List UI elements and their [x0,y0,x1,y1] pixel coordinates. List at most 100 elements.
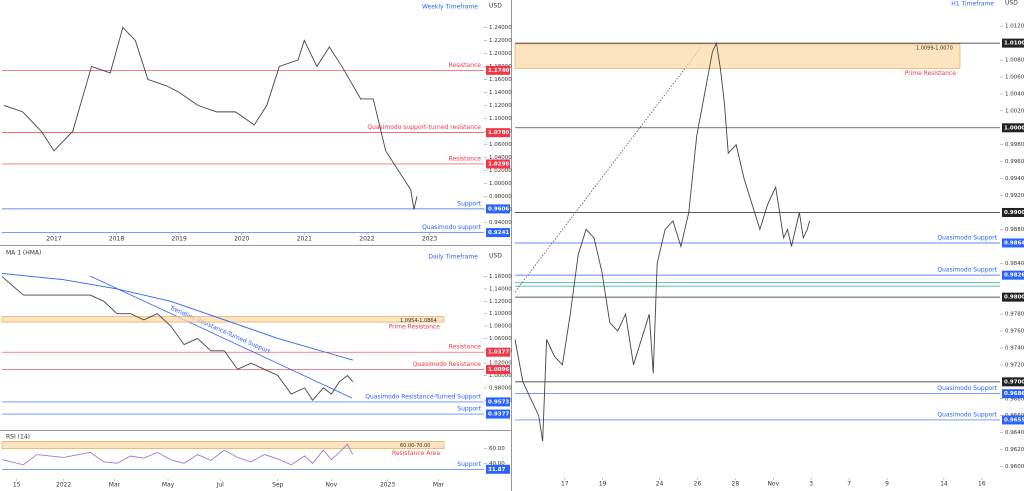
level-tag-label: 1.01000 [1004,41,1024,47]
legend: MA 1 (HMA) [6,250,41,257]
trendline [514,45,703,293]
y-tick-label: 0.94000 [489,220,512,226]
y-tick-label: 1.00000 [489,181,512,187]
y-tick-label: 0.98000 [489,194,512,200]
y-tick-label: 1.16000 [489,274,512,280]
level-tag [1002,389,1024,399]
y-tick-label: 1.06000 [489,142,512,148]
level-tag [486,409,510,419]
zone [1,441,445,449]
level-tag-label: 1.0096 [488,367,509,373]
y-tick-label: 1.20000 [489,51,512,57]
x-tick-label: May [162,482,175,489]
level-tag-label: 0.97000 [1004,379,1024,385]
level-tag-label: 1.0780 [488,130,509,136]
x-tick-label: Jul [216,482,225,489]
level-tag [486,204,510,214]
level-tag [1002,123,1024,133]
y-tick-label: 1.14000 [489,286,512,292]
price-line [1,273,353,361]
level-tag-label: 0.9241 [488,230,509,236]
level-tag [1002,377,1024,387]
level-tag [486,464,510,474]
price-line [3,26,418,210]
y-tick-label: 1.22000 [489,38,512,44]
y-tick-label: 1.10000 [489,311,512,317]
zone-name: Resistance Area [392,450,440,457]
x-tick-label: 2022 [56,482,71,489]
y-tick-label: 0.99800 [1005,142,1024,148]
x-tick-label: 2020 [234,236,249,243]
level-name: Resistance [449,62,482,69]
zone-name: Prime Resistance [389,324,441,331]
level-tag-label: 0.9377 [488,412,509,418]
zone-label: 1.0954-1.0864 [400,318,437,324]
level-tag-label: 0.9573 [488,399,509,405]
trendline [89,275,353,399]
y-tick-label: 1.10000 [489,116,512,122]
level-tag-label: 0.96550 [1004,417,1024,423]
y-tick-label: 1.02000 [489,361,512,367]
level-name: Resistance [449,155,482,162]
zone-label: 60.00-70.00 [400,443,430,449]
zone-label: 1.0099-1.0070 [916,45,953,51]
level-name: Quasimodo Support [937,411,997,418]
level-tag-label: 0.99000 [1004,210,1024,216]
x-tick-label: 7 [847,481,851,488]
x-tick-label: Sep [272,482,284,489]
x-tick-label: 28 [732,481,740,488]
level-tag [486,347,510,357]
level-tag-label: 1.0298 [488,161,509,167]
level-name: Quasimodo Support [937,234,997,241]
y-tick-label: 1.24000 [489,25,512,31]
y-tick-label: 1.04000 [489,155,512,161]
y-tick-label: 1.14000 [489,90,512,96]
x-tick-label: Mar [433,482,445,489]
x-tick-label: 2017 [46,236,61,243]
level-name: Resistance [449,344,482,351]
level-name: Support [457,406,481,413]
x-tick-label: 2019 [172,236,187,243]
y-tick-label: 1.00600 [1005,74,1024,80]
y-tick-label: 1.00800 [1005,58,1024,64]
x-tick-label: 26 [694,481,702,488]
x-tick-label: Mar [109,482,121,489]
level-name: Quasimodo Support [937,267,997,274]
x-tick-label: 24 [656,481,664,488]
x-tick-label: 9 [885,481,889,488]
x-tick-label: 3 [809,481,813,488]
price-line [1,276,354,402]
level-tag-label: 0.98640 [1004,240,1024,246]
y-axis-label: USD [489,253,502,260]
x-tick-label: 2023 [422,236,437,243]
x-tick-label: 2023 [380,482,395,489]
level-tag [486,228,510,238]
panel-title: RSI (14) [6,434,30,441]
x-tick-label: 2018 [109,236,124,243]
level-tag [486,397,510,407]
price-line [1,443,354,466]
y-tick-label: 1.12000 [489,103,512,109]
panel-title: Weekly Timeframe [422,4,478,11]
y-tick-label: 1.00000 [489,373,512,379]
level-tag-label: 0.98000 [1004,295,1024,301]
y-tick-label: 60.00 [489,446,505,452]
x-tick-label: 17 [561,481,569,488]
level-tag-label: 0.9606 [488,206,509,212]
y-axis-label: USD [489,3,502,10]
y-tick-label: 1.01200 [1005,24,1024,30]
panel-title: H1 Timeframe [951,1,994,8]
x-tick-label: 2022 [359,236,374,243]
y-tick-label: 1.00200 [1005,108,1024,114]
zone [514,43,961,69]
